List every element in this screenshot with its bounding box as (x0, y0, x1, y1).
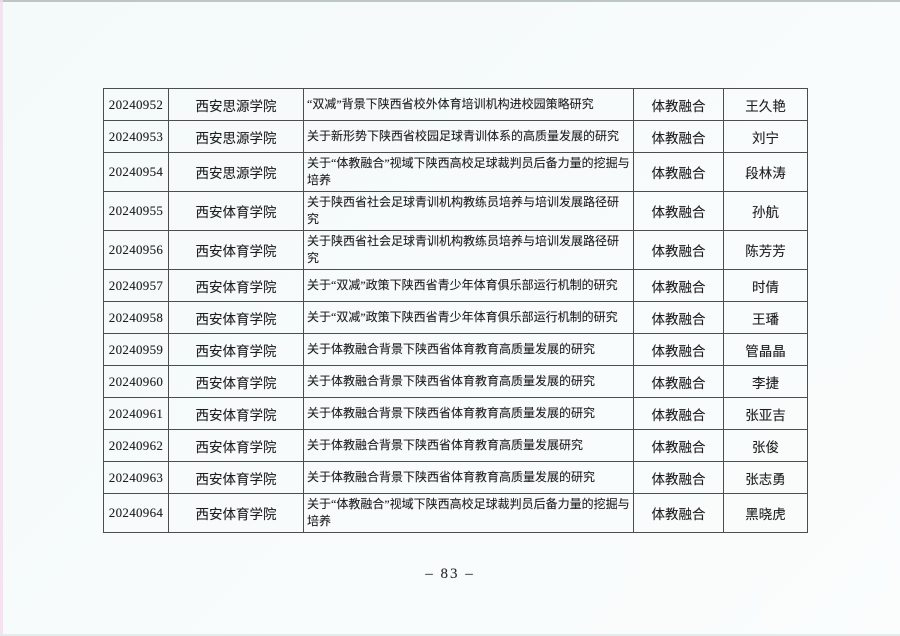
category-cell: 体教融合 (633, 120, 724, 153)
table-row: 20240960 西安体育学院 关于体教融合背景下陕西省体育教育高质量发展的研究… (103, 365, 808, 398)
page-number: – 83 – (425, 566, 475, 582)
leader-name-cell: 管晶晶 (723, 333, 808, 366)
table-row: 20240956 西安体育学院 关于陕西省社会足球青训机构教练员培养与培训发展路… (103, 230, 808, 270)
project-id-cell: 20240962 (103, 429, 169, 462)
category-cell: 体教融合 (633, 152, 724, 192)
project-title-cell: “双减”背景下陕西省校外体育培训机构进校园策略研究 (303, 88, 634, 121)
table-row: 20240962 西安体育学院 关于体教融合背景下陕西省体育教育高质量发展研究 … (103, 429, 808, 462)
institution-cell: 西安思源学院 (168, 152, 304, 192)
institution-cell: 西安体育学院 (168, 333, 304, 366)
institution-cell: 西安体育学院 (168, 230, 304, 270)
leader-name-cell: 王久艳 (723, 88, 808, 121)
project-id-cell: 20240960 (103, 365, 169, 398)
institution-cell: 西安体育学院 (168, 461, 304, 494)
institution-cell: 西安体育学院 (168, 493, 304, 533)
category-cell: 体教融合 (633, 429, 724, 462)
table-row: 20240958 西安体育学院 关于“双减”政策下陕西省青少年体育俱乐部运行机制… (103, 301, 808, 334)
project-id-cell: 20240956 (103, 230, 169, 270)
leader-name-cell: 孙航 (723, 191, 808, 231)
project-id-cell: 20240961 (103, 397, 169, 430)
institution-cell: 西安思源学院 (168, 88, 304, 121)
table-row: 20240954 西安思源学院 关于“体教融合”视域下陕西高校足球裁判员后备力量… (103, 152, 808, 192)
category-cell: 体教融合 (633, 88, 724, 121)
project-title-cell: 关于“体教融合”视域下陕西高校足球裁判员后备力量的挖掘与培养 (303, 152, 634, 192)
project-title-cell: 关于体教融合背景下陕西省体育教育高质量发展的研究 (303, 333, 634, 366)
scan-edge-left (0, 0, 3, 636)
project-title-cell: 关于“双减”政策下陕西省青少年体育俱乐部运行机制的研究 (303, 301, 634, 334)
category-cell: 体教融合 (633, 493, 724, 533)
leader-name-cell: 张志勇 (723, 461, 808, 494)
category-cell: 体教融合 (633, 461, 724, 494)
scan-edge-top (0, 0, 900, 2)
category-cell: 体教融合 (633, 365, 724, 398)
table-row: 20240953 西安思源学院 关于新形势下陕西省校园足球青训体系的高质量发展的… (103, 120, 808, 153)
leader-name-cell: 张俊 (723, 429, 808, 462)
project-title-cell: 关于体教融合背景下陕西省体育教育高质量发展的研究 (303, 461, 634, 494)
leader-name-cell: 时倩 (723, 269, 808, 302)
table-row: 20240952 西安思源学院 “双减”背景下陕西省校外体育培训机构进校园策略研… (103, 88, 808, 121)
project-title-cell: 关于体教融合背景下陕西省体育教育高质量发展研究 (303, 429, 634, 462)
institution-cell: 西安思源学院 (168, 120, 304, 153)
projects-table: 20240952 西安思源学院 “双减”背景下陕西省校外体育培训机构进校园策略研… (103, 88, 808, 533)
leader-name-cell: 王璠 (723, 301, 808, 334)
project-title-cell: 关于“双减”政策下陕西省青少年体育俱乐部运行机制的研究 (303, 269, 634, 302)
project-id-cell: 20240955 (103, 191, 169, 231)
table-row: 20240959 西安体育学院 关于体教融合背景下陕西省体育教育高质量发展的研究… (103, 333, 808, 366)
projects-table-container: 20240952 西安思源学院 “双减”背景下陕西省校外体育培训机构进校园策略研… (103, 88, 808, 533)
institution-cell: 西安体育学院 (168, 429, 304, 462)
category-cell: 体教融合 (633, 269, 724, 302)
table-row: 20240961 西安体育学院 关于体教融合背景下陕西省体育教育高质量发展的研究… (103, 397, 808, 430)
leader-name-cell: 陈芳芳 (723, 230, 808, 270)
category-cell: 体教融合 (633, 230, 724, 270)
leader-name-cell: 段林涛 (723, 152, 808, 192)
institution-cell: 西安体育学院 (168, 301, 304, 334)
project-title-cell: 关于陕西省社会足球青训机构教练员培养与培训发展路径研究 (303, 230, 634, 270)
project-id-cell: 20240954 (103, 152, 169, 192)
projects-table-body: 20240952 西安思源学院 “双减”背景下陕西省校外体育培训机构进校园策略研… (103, 88, 808, 533)
project-id-cell: 20240957 (103, 269, 169, 302)
leader-name-cell: 黑晓虎 (723, 493, 808, 533)
table-row: 20240963 西安体育学院 关于体教融合背景下陕西省体育教育高质量发展的研究… (103, 461, 808, 494)
project-title-cell: 关于新形势下陕西省校园足球青训体系的高质量发展的研究 (303, 120, 634, 153)
category-cell: 体教融合 (633, 301, 724, 334)
project-title-cell: 关于体教融合背景下陕西省体育教育高质量发展的研究 (303, 365, 634, 398)
project-id-cell: 20240953 (103, 120, 169, 153)
project-id-cell: 20240958 (103, 301, 169, 334)
leader-name-cell: 张亚吉 (723, 397, 808, 430)
leader-name-cell: 刘宁 (723, 120, 808, 153)
project-id-cell: 20240959 (103, 333, 169, 366)
institution-cell: 西安体育学院 (168, 365, 304, 398)
scan-edge-bottom (0, 634, 900, 636)
table-row: 20240957 西安体育学院 关于“双减”政策下陕西省青少年体育俱乐部运行机制… (103, 269, 808, 302)
table-row: 20240955 西安体育学院 关于陕西省社会足球青训机构教练员培养与培训发展路… (103, 191, 808, 231)
project-title-cell: 关于“体教融合”视域下陕西高校足球裁判员后备力量的挖掘与培养 (303, 493, 634, 533)
project-id-cell: 20240952 (103, 88, 169, 121)
institution-cell: 西安体育学院 (168, 269, 304, 302)
table-row: 20240964 西安体育学院 关于“体教融合”视域下陕西高校足球裁判员后备力量… (103, 493, 808, 533)
project-id-cell: 20240964 (103, 493, 169, 533)
project-title-cell: 关于陕西省社会足球青训机构教练员培养与培训发展路径研究 (303, 191, 634, 231)
project-title-cell: 关于体教融合背景下陕西省体育教育高质量发展的研究 (303, 397, 634, 430)
category-cell: 体教融合 (633, 333, 724, 366)
institution-cell: 西安体育学院 (168, 191, 304, 231)
institution-cell: 西安体育学院 (168, 397, 304, 430)
category-cell: 体教融合 (633, 191, 724, 231)
category-cell: 体教融合 (633, 397, 724, 430)
project-id-cell: 20240963 (103, 461, 169, 494)
leader-name-cell: 李捷 (723, 365, 808, 398)
